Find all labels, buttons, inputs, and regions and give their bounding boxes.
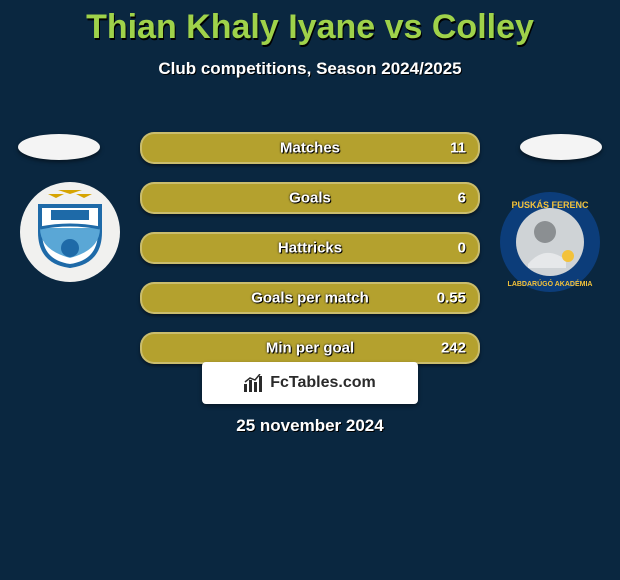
stat-bar-gpm: Goals per match 0.55 xyxy=(140,282,480,314)
club-crest-right: PUSKÁS FERENC LABDARÚGÓ AKADÉMIA xyxy=(498,190,602,294)
svg-text:PUSKÁS FERENC: PUSKÁS FERENC xyxy=(511,200,589,210)
stat-label: Matches xyxy=(280,140,340,157)
stat-value: 242 xyxy=(441,340,466,357)
stat-value: 6 xyxy=(458,190,466,207)
stat-label: Hattricks xyxy=(278,240,342,257)
player-flag-left xyxy=(18,134,100,160)
stat-bar-goals: Goals 6 xyxy=(140,182,480,214)
source-tag: FcTables.com xyxy=(202,362,418,404)
chart-icon xyxy=(244,374,264,392)
stat-bars: Matches 11 Goals 6 Hattricks 0 Goals per… xyxy=(140,132,480,382)
source-text: FcTables.com xyxy=(270,374,376,392)
player-flag-right xyxy=(520,134,602,160)
stat-label: Min per goal xyxy=(266,340,354,357)
stat-bar-hattricks: Hattricks 0 xyxy=(140,232,480,264)
stat-value: 0 xyxy=(458,240,466,257)
svg-text:LABDARÚGÓ AKADÉMIA: LABDARÚGÓ AKADÉMIA xyxy=(508,279,593,288)
stat-label: Goals per match xyxy=(251,290,369,307)
stat-bar-mpg: Min per goal 242 xyxy=(140,332,480,364)
comparison-card: Thian Khaly Iyane vs Colley Club competi… xyxy=(0,8,620,580)
stat-label: Goals xyxy=(289,190,331,207)
stat-bar-matches: Matches 11 xyxy=(140,132,480,164)
subtitle: Club competitions, Season 2024/2025 xyxy=(0,59,620,79)
page-title: Thian Khaly Iyane vs Colley xyxy=(0,8,620,47)
club-crest-left xyxy=(18,180,122,284)
stat-value: 11 xyxy=(450,140,466,157)
date-label: 25 november 2024 xyxy=(0,416,620,436)
stat-value: 0.55 xyxy=(437,290,466,307)
